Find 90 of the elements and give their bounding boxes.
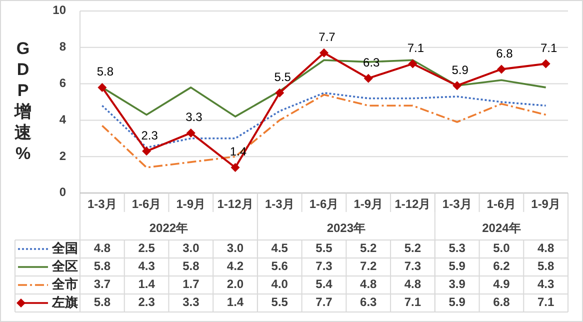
y-tick-label: 4 — [59, 112, 66, 126]
data-label: 1.4 — [226, 295, 244, 310]
data-label: 6.3 — [360, 295, 378, 310]
point — [186, 128, 196, 138]
data-label: 4.8 — [94, 241, 111, 256]
data-label: 5.2 — [360, 241, 378, 256]
x-tick-label: 1-9月 — [531, 197, 560, 212]
x-tick-label: 1-3月 — [88, 197, 117, 212]
data-label: 1.7 — [182, 277, 200, 292]
data-label: 4.3 — [138, 259, 156, 274]
point — [320, 48, 328, 58]
y-tick-label: 0 — [59, 185, 66, 200]
data-label: 4.5 — [271, 241, 288, 256]
data-label: 7.1 — [537, 295, 554, 310]
data-label: 5.3 — [448, 241, 466, 256]
data-label: 3.7 — [94, 277, 111, 292]
data-label: 2.5 — [138, 241, 156, 256]
y-axis-title: GDP增速% — [14, 38, 32, 163]
y-tick-label: 2 — [59, 148, 66, 163]
text: 2023年 — [326, 221, 366, 236]
legend-label: 左旗 — [51, 294, 78, 310]
x-tick-label: 1-3月 — [442, 197, 472, 212]
x-tick-label: 1-6月 — [309, 197, 339, 212]
text: 7.1 — [407, 40, 424, 55]
data-label: 7.7 — [316, 295, 333, 310]
data-label: 4.9 — [493, 277, 510, 292]
data-label: 6.2 — [493, 259, 510, 274]
data-label: 5.4 — [316, 277, 333, 292]
data-label: 5.6 — [271, 259, 288, 274]
point — [230, 163, 240, 172]
data-label: 4.3 — [537, 277, 554, 292]
text: 7.1 — [540, 40, 558, 55]
data-label: 4.2 — [226, 259, 244, 274]
point — [496, 64, 506, 74]
data-label: 5.5 — [271, 295, 288, 310]
x-tick-label: 1-12月 — [217, 197, 254, 212]
data-label: 5.8 — [94, 295, 111, 310]
data-label: 2.3 — [138, 295, 156, 310]
data-label: 6.8 — [493, 295, 510, 310]
data-label: 3.0 — [182, 241, 200, 256]
data-label: 3.0 — [226, 241, 244, 256]
data-label: 4.8 — [404, 277, 422, 292]
x-tick-label: 1-6月 — [486, 197, 516, 212]
data-label: 7.3 — [404, 259, 422, 274]
point — [275, 88, 284, 98]
y-tick-label: 8 — [59, 40, 66, 54]
data-label: 5.9 — [448, 295, 466, 310]
point — [98, 82, 107, 92]
point — [408, 59, 418, 68]
x-tick-label: 1-3月 — [264, 197, 294, 212]
x-tick-label: 1-12月 — [394, 197, 431, 212]
line-series — [101, 94, 547, 168]
data-label: 5.2 — [404, 241, 422, 256]
text: 6.8 — [496, 46, 513, 60]
data-label: 3.9 — [448, 277, 466, 292]
data-label: 3.3 — [182, 295, 200, 310]
x-tick-label: 1-9月 — [354, 197, 384, 212]
point — [364, 74, 373, 83]
data-label: 1.4 — [138, 277, 156, 292]
legend-label: 全国 — [51, 240, 78, 256]
data-label: 5.8 — [537, 259, 554, 274]
legend-label: 全区 — [51, 258, 78, 274]
data-label: 5.5 — [316, 241, 333, 256]
data-label: 5.9 — [448, 259, 466, 274]
text: 3.3 — [186, 110, 202, 124]
data-label: 4.8 — [537, 241, 554, 256]
text: 2022年 — [149, 221, 188, 236]
text: 2.3 — [141, 128, 158, 142]
data-label: 7.3 — [316, 259, 333, 274]
text: 5.9 — [452, 62, 468, 77]
text: 5.5 — [274, 70, 291, 84]
x-tick-label: 1-6月 — [132, 197, 162, 212]
point — [452, 81, 462, 90]
text: 2024年 — [482, 221, 521, 236]
legend-label: 全市 — [51, 276, 78, 292]
point — [142, 146, 152, 156]
data-label: 5.8 — [182, 259, 200, 274]
data-label: 2.0 — [226, 277, 244, 292]
data-label: 7.2 — [360, 259, 378, 274]
x-tick-label: 1-9月 — [176, 197, 206, 212]
y-tick-label: 10 — [52, 3, 66, 18]
y-tick-label: 6 — [59, 76, 66, 90]
text: 5.8 — [96, 64, 114, 79]
data-label: 4.0 — [271, 277, 288, 292]
data-label: 5.8 — [94, 259, 111, 274]
point — [541, 59, 550, 68]
text: 7.7 — [318, 30, 336, 44]
data-label: 5.0 — [493, 241, 510, 256]
data-label: 7.1 — [404, 295, 422, 310]
data-label: 4.8 — [360, 277, 378, 292]
